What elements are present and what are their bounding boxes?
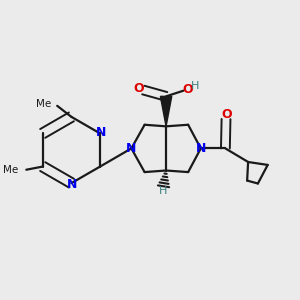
Text: N: N (96, 126, 106, 139)
Text: N: N (196, 142, 207, 154)
Text: O: O (221, 108, 232, 121)
Text: Me: Me (36, 99, 52, 109)
Text: H: H (159, 186, 167, 196)
Text: N: N (125, 142, 136, 154)
Polygon shape (160, 96, 172, 126)
Text: O: O (182, 83, 193, 96)
Text: Me: Me (4, 165, 19, 175)
Text: H: H (190, 81, 199, 91)
Text: N: N (67, 178, 77, 190)
Text: O: O (134, 82, 144, 94)
